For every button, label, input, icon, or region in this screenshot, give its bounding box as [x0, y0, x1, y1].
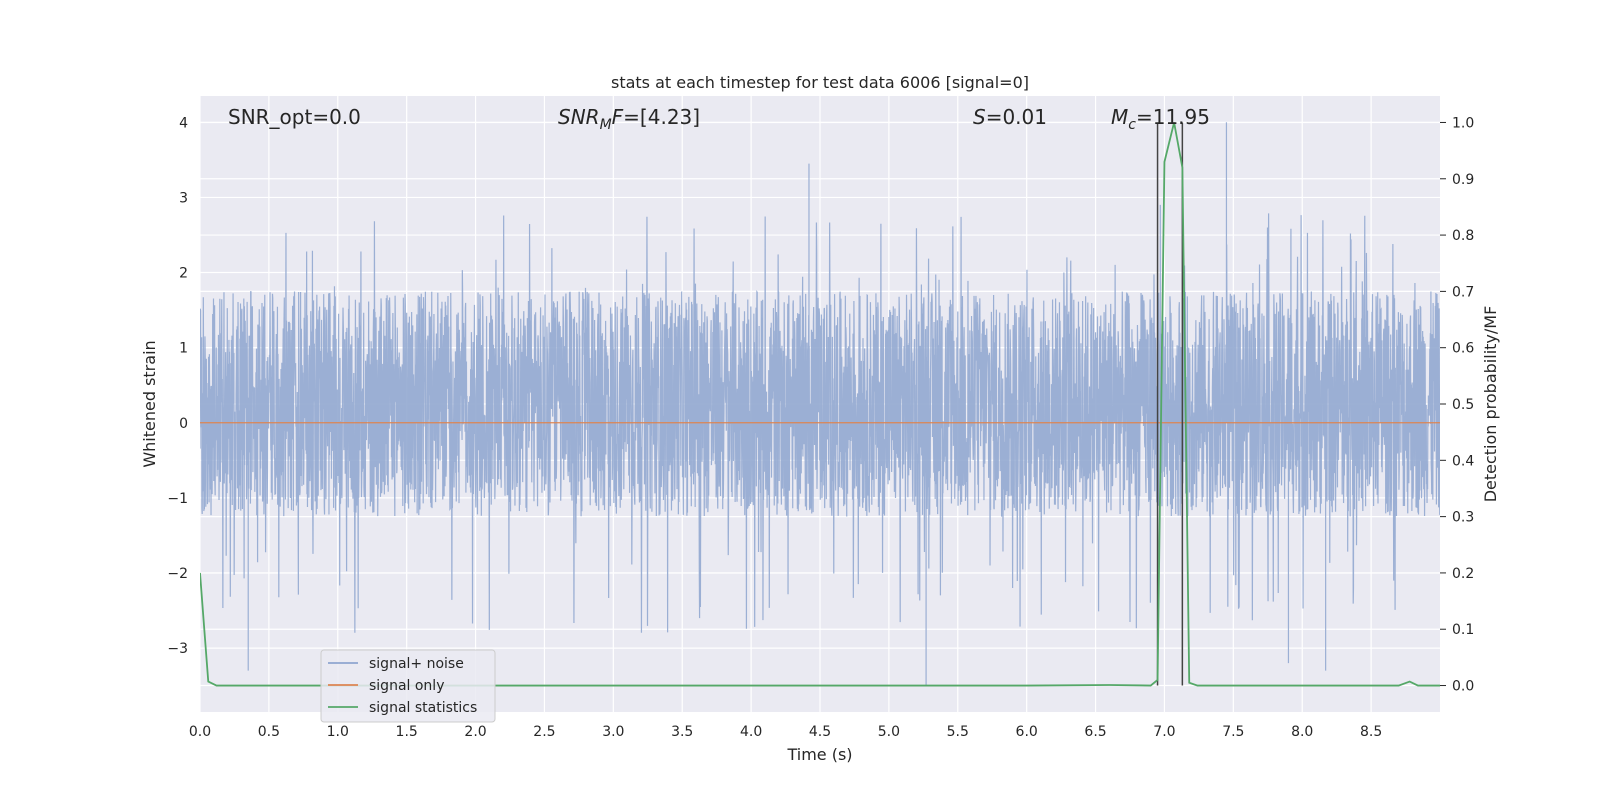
x-tick-label: 7.5: [1222, 724, 1244, 740]
x-tick-label: 2.0: [464, 724, 486, 740]
y-tick-label: −1: [167, 491, 188, 507]
x-tick-label: 6.5: [1084, 724, 1106, 740]
y2-axis-label: Detection probability/MF: [1481, 306, 1500, 503]
x-tick-label: 0.0: [189, 724, 211, 740]
s-value: =0.01: [986, 105, 1047, 129]
x-tick-label: 1.0: [327, 724, 349, 740]
snr-mf-f: F: [612, 105, 624, 129]
x-tick-label: 8.0: [1291, 724, 1313, 740]
legend-label-signal-noise: signal+ noise: [369, 656, 464, 672]
y2-tick-label: 0.2: [1452, 566, 1474, 582]
y2-axis-ticks: 1.0 0.9 0.8 0.7 0.6 0.5 0.4 0.3 0.2 0.1 0.0: [1440, 115, 1474, 695]
x-tick-label: 1.5: [396, 724, 418, 740]
y-tick-label: 4: [179, 115, 188, 131]
y2-tick-label: 0.3: [1452, 510, 1474, 526]
snr-mf-base: SNR: [558, 105, 600, 129]
y-tick-label: 0: [179, 416, 188, 432]
y2-tick-label: 0.6: [1452, 341, 1474, 357]
snr-mf-sub: M: [600, 117, 612, 133]
x-tick-label: 2.5: [533, 724, 555, 740]
x-tick-label: 7.0: [1153, 724, 1175, 740]
y2-tick-label: 0.0: [1452, 679, 1474, 695]
chart-title: stats at each timestep for test data 600…: [611, 73, 1029, 92]
annotation-snr-opt: SNR_opt=0.0: [228, 105, 361, 129]
y2-tick-label: 0.7: [1452, 284, 1474, 300]
y2-tick-label: 0.4: [1452, 453, 1474, 469]
annotation-mc: Mc=11.95: [1111, 105, 1210, 133]
x-tick-label: 3.0: [602, 724, 624, 740]
y-axis-label: Whitened strain: [140, 340, 159, 467]
y-tick-label: −2: [167, 566, 188, 582]
x-tick-label: 4.0: [740, 724, 762, 740]
x-axis-label: Time (s): [786, 745, 852, 764]
mc-label: M: [1111, 105, 1128, 129]
x-tick-label: 3.5: [671, 724, 693, 740]
y-axis-ticks: 4 3 2 1 0 −1 −2 −3: [167, 115, 188, 657]
series-signal-noise: [200, 122, 1440, 686]
legend: signal+ noise signal only signal statist…: [320, 649, 496, 723]
x-tick-label: 8.5: [1360, 724, 1382, 740]
snr-mf-value: =[4.23]: [623, 105, 700, 129]
y-tick-label: 1: [179, 341, 188, 357]
legend-box: [320, 649, 496, 723]
y-tick-label: 2: [179, 266, 188, 282]
legend-label-signal-statistics: signal statistics: [369, 700, 477, 716]
x-tick-label: 0.5: [258, 724, 280, 740]
y-tick-label: 3: [179, 190, 188, 206]
y2-tick-label: 1.0: [1452, 115, 1474, 131]
x-axis-ticks: 0.0 0.5 1.0 1.5 2.0 2.5 3.0 3.5 4.0 4.5 5.0 5.5 6.0 6…: [189, 724, 1382, 740]
y2-tick-label: 0.8: [1452, 228, 1474, 244]
x-tick-label: 6.0: [1016, 724, 1038, 740]
mc-sub: c: [1128, 117, 1136, 133]
x-tick-label: 5.0: [878, 724, 900, 740]
mc-value: =11.95: [1136, 105, 1210, 129]
x-tick-label: 5.5: [947, 724, 969, 740]
x-tick-label: 4.5: [809, 724, 831, 740]
annotation-snr-mf: SNRMF=[4.23]: [558, 105, 700, 133]
legend-label-signal-only: signal only: [369, 678, 444, 694]
y-tick-label: −3: [167, 641, 188, 657]
y2-tick-label: 0.9: [1452, 172, 1474, 188]
y2-tick-label: 0.1: [1452, 622, 1474, 638]
s-label: S: [973, 105, 986, 129]
y2-tick-label: 0.5: [1452, 397, 1474, 413]
series-signal-statistics: [200, 122, 1440, 687]
annotation-s: S=0.01: [973, 105, 1047, 129]
